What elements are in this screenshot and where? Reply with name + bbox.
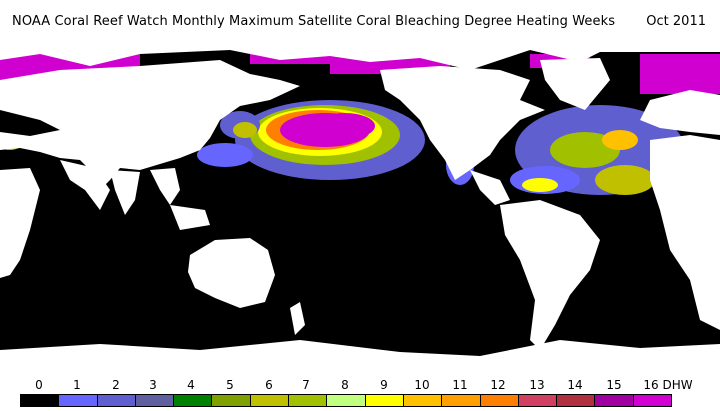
colorbar-swatch-7 — [289, 395, 328, 406]
colorbar-swatch-14 — [557, 395, 596, 406]
legend-label-12: 12 — [490, 378, 506, 392]
colorbar-swatch-5 — [212, 395, 251, 406]
legend-label-10: 10 — [414, 378, 430, 392]
legend-label-9: 9 — [380, 378, 388, 392]
colorbar-swatch-0 — [21, 395, 60, 406]
colorbar-swatch-8 — [327, 395, 366, 406]
colorbar-swatch-13 — [518, 395, 558, 406]
legend-label-6: 6 — [265, 378, 273, 392]
legend-label-3: 3 — [149, 378, 157, 392]
legend-label-1: 1 — [73, 378, 81, 392]
map-title: NOAA Coral Reef Watch Monthly Maximum Sa… — [12, 14, 616, 29]
land-masses — [0, 40, 720, 370]
legend-label-14: 14 — [567, 378, 583, 392]
legend-label-2: 2 — [112, 378, 120, 392]
legend-labels: 0 1 2 3 4 5 6 7 8 9 10 11 12 13 14 15 16… — [0, 378, 720, 392]
legend-label-13: 13 — [529, 378, 545, 392]
dhw-colorbar — [20, 394, 672, 407]
map-date: Oct 2011 — [646, 14, 706, 29]
colorbar-swatch-3 — [135, 395, 175, 406]
colorbar-swatch-10 — [403, 395, 443, 406]
legend-label-11: 11 — [452, 378, 468, 392]
colorbar-swatch-6 — [250, 395, 290, 406]
legend-label-4: 4 — [187, 378, 195, 392]
legend-label-16: 16 DHW — [643, 378, 693, 392]
dhw-heat-overlay — [0, 50, 720, 195]
colorbar-swatch-9 — [365, 395, 404, 406]
colorbar-swatch-12 — [480, 395, 519, 406]
colorbar-swatch-15 — [595, 395, 634, 406]
legend-label-15: 15 — [606, 378, 622, 392]
colorbar-swatch-16 — [633, 395, 672, 406]
legend-label-8: 8 — [341, 378, 349, 392]
colorbar-swatch-2 — [97, 395, 136, 406]
colorbar-swatch-11 — [442, 395, 481, 406]
legend-label-0: 0 — [35, 378, 43, 392]
legend-label-5: 5 — [226, 378, 234, 392]
dhw-world-map — [0, 40, 720, 370]
colorbar-swatch-4 — [174, 395, 213, 406]
colorbar-swatch-1 — [59, 395, 98, 406]
legend-label-7: 7 — [302, 378, 310, 392]
